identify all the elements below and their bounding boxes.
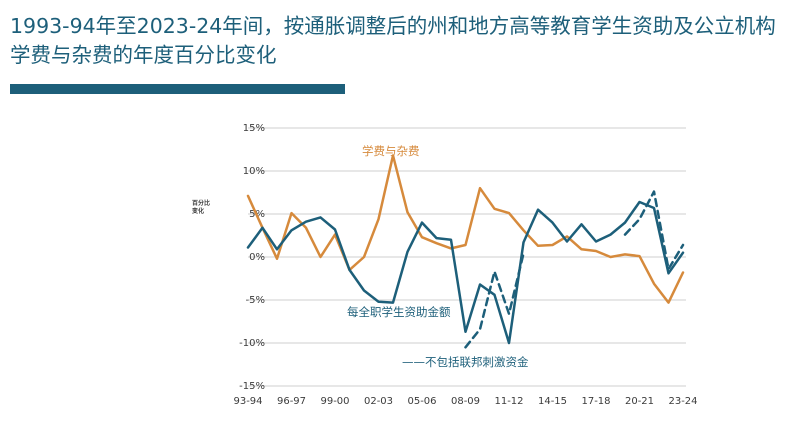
x-tick-label: 05-06 [407, 396, 436, 407]
y-tick-label: -15% [239, 381, 265, 392]
x-tick-label: 14-15 [538, 396, 567, 407]
x-tick-label: 96-97 [277, 396, 306, 407]
x-tick-label: 08-09 [451, 396, 480, 407]
series-annotation: 每全职学生资助金额 [347, 305, 451, 319]
series-annotation: 学费与杂费 [362, 144, 420, 158]
series-line [246, 154, 685, 304]
y-axis-label-line: 百分比 [192, 199, 210, 207]
x-tick-label: 11-12 [494, 396, 523, 407]
page-title: 1993-94年至2023-24年间，按通胀调整后的州和地方高等教育学生资助及公… [10, 14, 776, 67]
y-tick-label: 10% [243, 166, 265, 177]
y-tick-label: 0% [249, 252, 265, 263]
x-tick-label: 23-24 [668, 396, 697, 407]
x-tick-label: 17-18 [581, 396, 610, 407]
x-tick-label: 93-94 [233, 396, 262, 407]
x-tick-label: 99-00 [320, 396, 349, 407]
y-axis-label: 百分比变化 [192, 199, 210, 215]
series-line [246, 200, 685, 345]
series-annotation: ——不包括联邦刺激资金 [402, 355, 529, 369]
y-tick-label: 15% [243, 123, 265, 134]
accent-bar [10, 84, 345, 94]
series-line-dashed [464, 190, 685, 349]
series-lines [246, 154, 685, 349]
y-axis-ticks: -15%-10%-5%0%5%10%15% [239, 123, 265, 392]
x-tick-label: 02-03 [364, 396, 393, 407]
y-tick-label: -10% [239, 338, 265, 349]
x-axis-ticks: 93-94 96-97 99-00 02-03 05-06 08-09 11-12 14-15… [233, 396, 697, 407]
y-tick-label: -5% [246, 295, 265, 306]
x-tick-label: 20-21 [625, 396, 654, 407]
y-axis-label-line: 变化 [192, 207, 204, 215]
